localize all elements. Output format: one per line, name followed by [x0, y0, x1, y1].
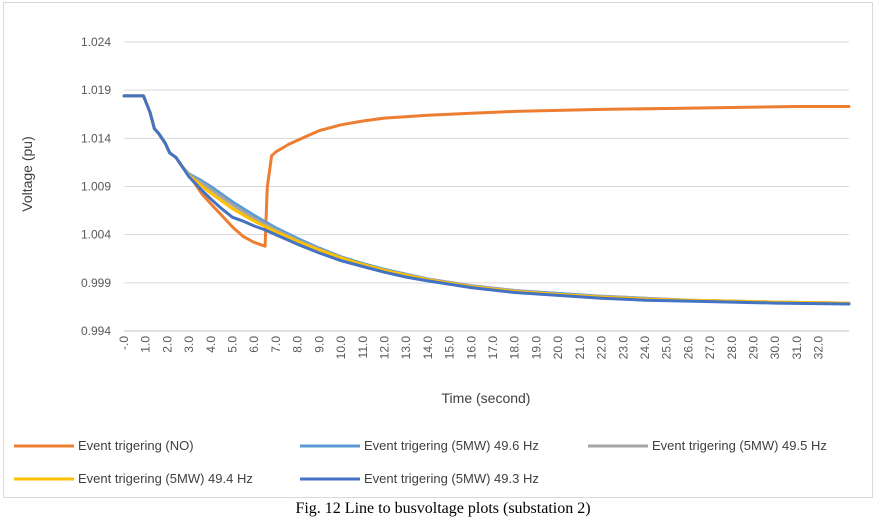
x-tick-label: 31.0 — [790, 336, 804, 360]
x-tick-label: 6.0 — [247, 336, 261, 353]
x-tick-label: 14.0 — [421, 336, 435, 360]
x-tick-label: 27.0 — [703, 336, 717, 360]
x-tick-label: 15.0 — [443, 336, 457, 360]
legend-label: Event trigering (NO) — [78, 438, 194, 453]
series-line-4 — [122, 94, 851, 305]
x-tick-label: 26.0 — [681, 336, 695, 360]
x-tick-label: 29.0 — [746, 336, 760, 360]
x-tick-label: 9.0 — [312, 336, 326, 353]
x-tick-label: 24.0 — [638, 336, 652, 360]
y-axis-ticks: 1.024 1.019 1.014 1.009 1.004 0.999 0.994 — [81, 35, 111, 338]
series-line-5 — [122, 94, 851, 306]
y-tick-label: 1.004 — [81, 228, 111, 242]
x-tick-label: 28.0 — [725, 336, 739, 360]
x-tick-label: 32.0 — [812, 336, 826, 360]
legend-label: Event trigering (5MW) 49.6 Hz — [364, 438, 539, 453]
y-tick-label: 1.024 — [81, 35, 111, 49]
x-tick-label: 18.0 — [508, 336, 522, 360]
legend-label: Event trigering (5MW) 49.5 Hz — [652, 438, 827, 453]
line-chart: 1.024 1.019 1.014 1.009 1.004 0.999 0.994 -.0 1… — [14, 35, 851, 486]
x-tick-label: 3.0 — [182, 336, 196, 353]
y-tick-label: 1.019 — [81, 83, 111, 97]
figure-caption: Fig. 12 Line to busvoltage plots (substa… — [295, 500, 591, 517]
x-tick-label: 12.0 — [377, 336, 391, 360]
y-tick-label: 0.999 — [81, 276, 111, 290]
x-tick-label: 5.0 — [226, 336, 240, 353]
y-axis-title: Voltage (pu) — [19, 136, 35, 212]
x-axis-title: Time (second) — [442, 390, 531, 406]
x-tick-label: 30.0 — [768, 336, 782, 360]
x-tick-label: 2.0 — [160, 336, 174, 353]
x-tick-label: 21.0 — [573, 336, 587, 360]
x-tick-label: 16.0 — [464, 336, 478, 360]
x-tick-label: 19.0 — [529, 336, 543, 360]
series-line-3 — [122, 94, 851, 305]
x-tick-label: 23.0 — [616, 336, 630, 360]
series-line-1 — [122, 94, 851, 248]
series-lines — [122, 94, 851, 306]
x-tick-label: 8.0 — [291, 336, 305, 353]
x-tick-label: 10.0 — [334, 336, 348, 360]
x-tick-label: 17.0 — [486, 336, 500, 360]
x-tick-label: -.0 — [117, 336, 131, 350]
chart-frame — [3, 2, 873, 498]
x-tick-label: 4.0 — [204, 336, 218, 353]
x-axis-ticks: -.0 1.0 2.0 3.0 4.0 5.0 6.0 7.0 8.0 9.0 10.0 11.0 12… — [117, 336, 826, 360]
x-tick-label: 13.0 — [399, 336, 413, 360]
x-tick-label: 7.0 — [269, 336, 283, 353]
legend-label: Event trigering (5MW) 49.4 Hz — [78, 471, 253, 486]
legend: Event trigering (NO) Event trigering (5MW… — [14, 438, 827, 486]
x-tick-label: 11.0 — [356, 336, 370, 359]
y-tick-label: 1.014 — [81, 131, 111, 145]
series-line-2 — [122, 94, 851, 305]
x-tick-label: 22.0 — [595, 336, 609, 360]
legend-label: Event trigering (5MW) 49.3 Hz — [364, 471, 539, 486]
x-tick-label: 1.0 — [139, 336, 153, 353]
x-tick-label: 20.0 — [551, 336, 565, 360]
x-tick-label: 25.0 — [660, 336, 674, 360]
y-tick-label: 0.994 — [81, 324, 111, 338]
y-tick-label: 1.009 — [81, 180, 111, 194]
